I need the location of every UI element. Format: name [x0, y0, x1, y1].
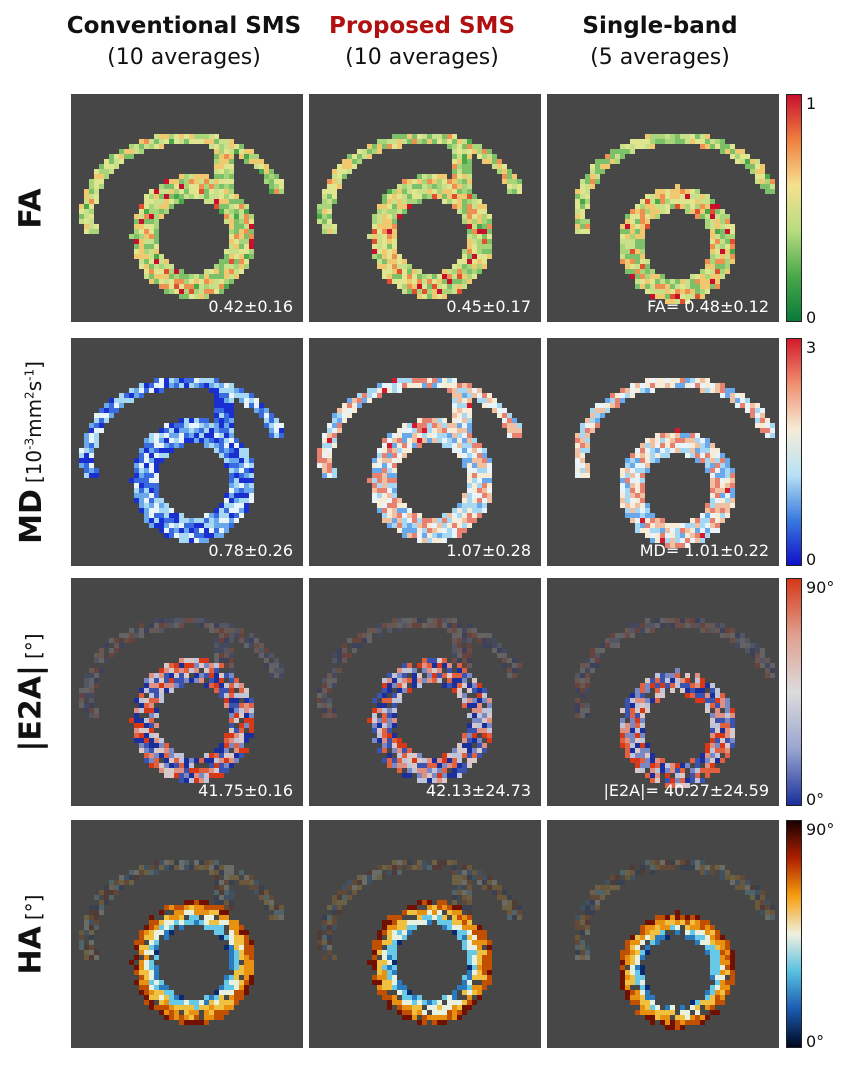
colorbar-md-min-label: 0 [806, 550, 817, 569]
map-panel-fa-proposed: 0.45±0.17 [309, 94, 541, 322]
colorbar-fa-max-label: 1 [806, 94, 817, 113]
row-label-text: HA [13, 925, 49, 974]
row-label-text: |E2A| [13, 664, 49, 752]
stat-label: 0.78±0.26 [208, 541, 293, 560]
column-subtitle: (10 averages) [345, 45, 499, 70]
colorbar-fa-min-label: 0 [806, 308, 817, 327]
stat-label: 0.42±0.16 [208, 297, 293, 316]
row-unit: [°] [21, 894, 46, 920]
ha-map-image [575, 860, 775, 1030]
map-panel-e2a-proposed: 42.13±24.73 [309, 578, 541, 806]
colorbar-md-max-label: 3 [806, 338, 817, 357]
colorbar-e2a [786, 578, 802, 806]
map-panel-ha-single-band [547, 820, 779, 1048]
fa-map-image [317, 134, 522, 299]
md-map-image [575, 378, 775, 548]
ha-map-image [79, 860, 284, 1025]
colorbar-fa [786, 94, 802, 322]
md-map-image [317, 378, 522, 543]
stat-label: 41.75±0.16 [198, 781, 293, 800]
stat-label: MD= 1.01±0.22 [639, 541, 769, 560]
column-header-proposed: Proposed SMS (10 averages) [302, 10, 542, 74]
stat-label: 1.07±0.28 [446, 541, 531, 560]
column-title: Conventional SMS [66, 13, 302, 39]
colorbar-ha [786, 820, 802, 1048]
stat-label: FA= 0.48±0.12 [647, 297, 769, 316]
column-subtitle: (5 averages) [590, 45, 730, 70]
row-unit: [10-3mm2s-1] [21, 360, 46, 483]
row-label-e2a: |E2A| [°] [0, 578, 62, 806]
ha-map-image [317, 860, 522, 1025]
colorbar-ha-max-label: 90° [806, 820, 835, 839]
stat-label: |E2A|= 40.27±24.59 [603, 781, 769, 800]
map-panel-fa-conventional: 0.42±0.16 [71, 94, 303, 322]
map-panel-md-single-band: MD= 1.01±0.22 [547, 338, 779, 566]
map-panel-e2a-conventional: 41.75±0.16 [71, 578, 303, 806]
colorbar-e2a-max-label: 90° [806, 578, 835, 597]
e2a-map-image [79, 618, 284, 783]
map-panel-md-proposed: 1.07±0.28 [309, 338, 541, 566]
row-label-fa: FA [0, 94, 62, 322]
row-unit: [°] [21, 632, 46, 659]
column-title: Proposed SMS [328, 13, 516, 39]
colorbar-ha-min-label: 0° [806, 1032, 825, 1051]
map-panel-ha-conventional [71, 820, 303, 1048]
fa-map-image [79, 134, 284, 299]
e2a-map-image [317, 618, 522, 783]
row-label-md: MD [10-3mm2s-1] [0, 338, 62, 566]
column-header-single-band: Single-band (5 averages) [540, 10, 780, 74]
fa-map-image [575, 134, 775, 304]
map-panel-md-conventional: 0.78±0.26 [71, 338, 303, 566]
column-title: Single-band [582, 13, 738, 39]
column-header-conventional: Conventional SMS (10 averages) [64, 10, 304, 74]
column-subtitle: (10 averages) [107, 45, 261, 70]
map-panel-ha-proposed [309, 820, 541, 1048]
colorbar-md [786, 338, 802, 566]
row-label-text: FA [13, 187, 49, 229]
colorbar-e2a-min-label: 0° [806, 790, 825, 809]
stat-label: 42.13±24.73 [425, 781, 531, 800]
map-panel-fa-single-band: FA= 0.48±0.12 [547, 94, 779, 322]
e2a-map-image [575, 618, 775, 788]
row-label-text: MD [13, 488, 49, 544]
stat-label: 0.45±0.17 [446, 297, 531, 316]
map-panel-e2a-single-band: |E2A|= 40.27±24.59 [547, 578, 779, 806]
row-label-ha: HA [°] [0, 820, 62, 1048]
md-map-image [79, 378, 284, 543]
